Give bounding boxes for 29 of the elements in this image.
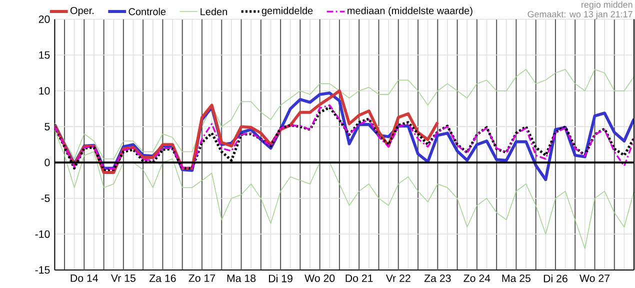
x-tick-label: Vr 15 bbox=[110, 274, 136, 282]
y-tick-label: 10 bbox=[39, 86, 50, 95]
x-tick-label: Za 16 bbox=[149, 274, 176, 282]
y-tick-label: -5 bbox=[41, 194, 50, 202]
x-tick-label: Do 14 bbox=[70, 274, 98, 282]
y-tick-label: -10 bbox=[35, 230, 50, 238]
x-tick-label: Di 19 bbox=[269, 274, 292, 282]
x-tick-label: Wo 27 bbox=[580, 274, 610, 282]
x-tick-label: Ma 25 bbox=[502, 274, 531, 282]
y-tick-label: 15 bbox=[39, 51, 50, 59]
y-tick-label: 5 bbox=[44, 122, 50, 130]
x-tick-label: Zo 17 bbox=[188, 274, 216, 282]
legend-label: mediaan (middelste waarde) bbox=[348, 6, 472, 16]
y-tick-label: -15 bbox=[35, 266, 50, 274]
x-tick-label: Di 26 bbox=[544, 274, 568, 282]
x-tick-label: Wo 20 bbox=[304, 274, 335, 282]
y-tick-label: 0 bbox=[44, 158, 50, 166]
legend-label: Leden bbox=[200, 8, 227, 16]
text: regio midden bbox=[582, 1, 632, 10]
text: Gemaakt: wo 13 jan 21:17 bbox=[528, 10, 632, 20]
legend-label: Controle bbox=[128, 8, 166, 16]
legend-label: Oper. bbox=[70, 6, 94, 16]
x-tick-label: Zo 24 bbox=[464, 274, 490, 282]
x-tick-label: Ma 18 bbox=[227, 274, 256, 282]
x-tick-label: Vr 22 bbox=[386, 274, 410, 282]
x-tick-label: Do 21 bbox=[346, 274, 373, 282]
x-tick-label: Za 23 bbox=[424, 274, 451, 282]
y-tick-label: 20 bbox=[38, 15, 50, 23]
legend-label: gemiddelde bbox=[262, 6, 313, 16]
